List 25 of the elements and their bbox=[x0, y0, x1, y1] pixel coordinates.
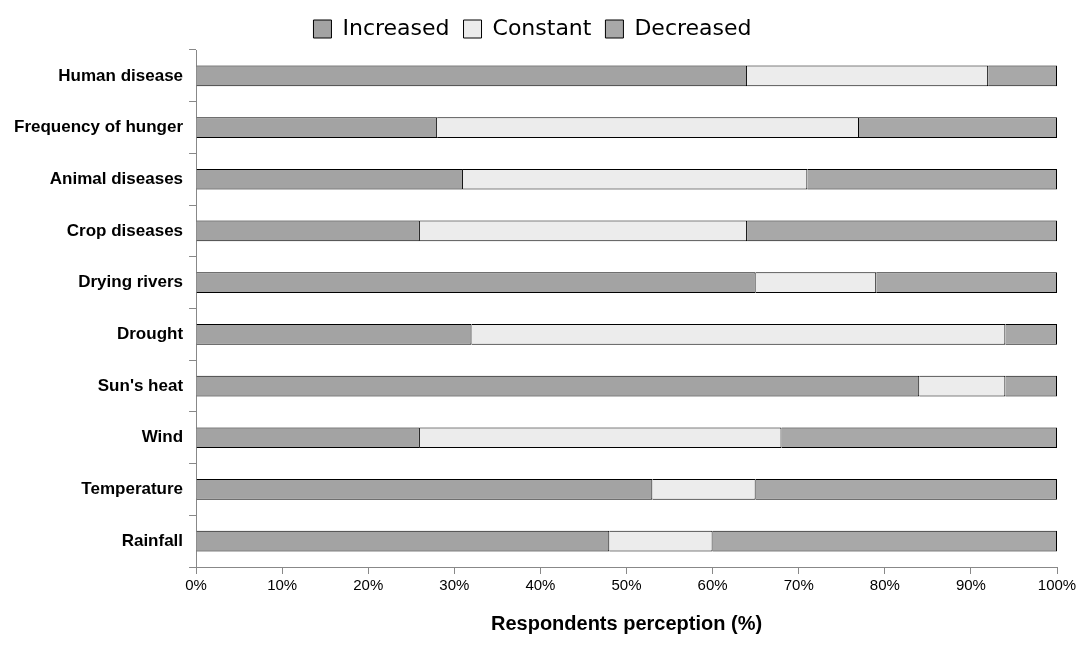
x-axis-title: Respondents perception (%) bbox=[490, 611, 763, 634]
y-tick-label: Frequency of hunger bbox=[13, 117, 184, 137]
x-tick-label: 90% bbox=[955, 576, 986, 594]
y-tick-label: Rainfall bbox=[121, 530, 184, 550]
x-tick-label: 60% bbox=[697, 576, 728, 594]
x-tick-label: 80% bbox=[869, 576, 900, 594]
y-tick-label: Human disease bbox=[58, 65, 184, 85]
legend-label: Increased bbox=[342, 14, 450, 40]
y-tick-label: Sun's heat bbox=[97, 375, 184, 395]
legend-label: Decreased bbox=[634, 14, 752, 40]
x-tick-label: 70% bbox=[783, 576, 814, 594]
x-tick-label: 20% bbox=[353, 576, 384, 594]
x-tick-label: 100% bbox=[1037, 576, 1077, 594]
legend-label: Constant bbox=[492, 14, 592, 40]
y-tick-label: Drying rivers bbox=[78, 272, 184, 292]
y-tick-label: Crop diseases bbox=[66, 220, 184, 240]
y-tick-label: Wind bbox=[141, 427, 184, 447]
x-tick-label: 30% bbox=[439, 576, 470, 594]
y-tick-label: Animal diseases bbox=[49, 168, 184, 188]
x-tick-label: 10% bbox=[267, 576, 298, 594]
x-tick-label: 50% bbox=[611, 576, 642, 594]
x-tick-label: 0% bbox=[185, 576, 207, 594]
y-tick-label: Drought bbox=[116, 324, 184, 344]
x-tick-label: 40% bbox=[525, 576, 556, 594]
y-tick-label: Temperature bbox=[81, 479, 184, 499]
